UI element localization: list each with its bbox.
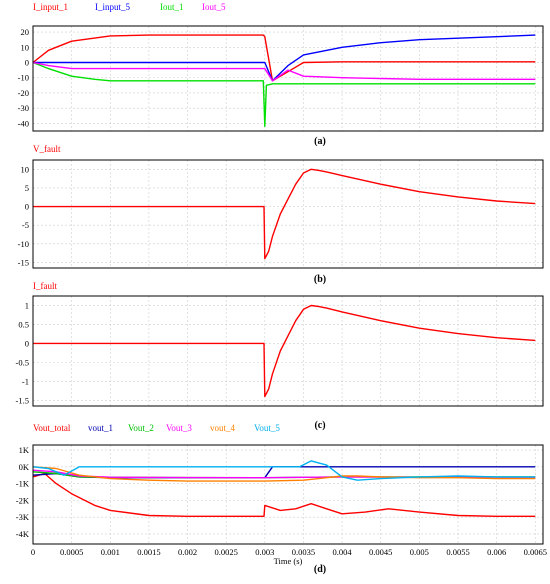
y-tick-label: -20 bbox=[18, 88, 29, 98]
series-line-i-input-5 bbox=[33, 34, 536, 82]
y-tick-label: 10 bbox=[21, 42, 30, 52]
y-tick-label: -5 bbox=[22, 220, 29, 230]
x-tick-label: 0.004 bbox=[333, 547, 353, 557]
y-tick-label: -15 bbox=[18, 257, 29, 267]
chart-panel-3: 1 0.5 0 -0.5 -1 -1.5 I_fault (c) bbox=[16, 281, 544, 431]
series-line-i-input-1 bbox=[32, 34, 536, 82]
x-tick-label: 0.0065 bbox=[524, 547, 547, 557]
plot-frame bbox=[32, 295, 544, 407]
x-tick-label: 0.002 bbox=[178, 547, 197, 557]
legend-entry: I_input_5 bbox=[95, 2, 130, 12]
series-line-iout-5 bbox=[32, 61, 536, 82]
x-tick-label: 0.0015 bbox=[137, 547, 160, 557]
x-tick-label: 0.0005 bbox=[60, 547, 83, 557]
x-tick-label: 0.0025 bbox=[214, 547, 237, 557]
y-tick-label: -0.5 bbox=[16, 357, 29, 367]
x-tick-label: 0.006 bbox=[487, 547, 506, 557]
legend-entry: I_fault bbox=[33, 281, 57, 291]
x-tick-label: 0.003 bbox=[255, 547, 274, 557]
x-tick-label: 0.0035 bbox=[292, 547, 315, 557]
y-tick-label: -1K bbox=[16, 479, 30, 489]
plot-frame bbox=[32, 444, 544, 545]
series-line-vout-4 bbox=[32, 466, 536, 482]
legend-entry: Vout_3 bbox=[166, 423, 192, 433]
panel-caption: (d) bbox=[314, 564, 326, 575]
y-tick-label: 0 bbox=[25, 58, 29, 68]
x-tick-label: 0.001 bbox=[101, 547, 120, 557]
y-tick-label: -10 bbox=[18, 239, 29, 249]
x-tick-label: 0.005 bbox=[410, 547, 429, 557]
y-tick-label: 1K bbox=[19, 445, 30, 455]
legend-entry: Vout_total bbox=[33, 423, 71, 433]
y-tick-label: 0 bbox=[25, 202, 29, 212]
x-tick-label: 0 bbox=[31, 547, 35, 557]
y-tick-label: -1 bbox=[22, 376, 29, 386]
y-tick-label: -4K bbox=[16, 529, 30, 539]
y-tick-label: 0 bbox=[25, 338, 29, 348]
y-tick-label: -1.5 bbox=[16, 395, 29, 405]
x-tick-label: 0.0045 bbox=[369, 547, 392, 557]
legend-entry: I_input_1 bbox=[33, 2, 68, 12]
chart-panel-2: 10 5 0 -5 -10 -15 V_fault (b) bbox=[18, 144, 544, 285]
panel-caption: (a) bbox=[314, 136, 326, 147]
x-axis-label: Time (s) bbox=[274, 556, 303, 566]
plot-frame bbox=[32, 25, 544, 132]
y-tick-label: 0.5 bbox=[18, 319, 29, 329]
panel-caption: (b) bbox=[314, 274, 326, 285]
y-tick-label: 1 bbox=[25, 300, 29, 310]
panel-caption: (c) bbox=[314, 420, 325, 431]
legend-entry: Vout_2 bbox=[128, 423, 154, 433]
legend-entry: Iout_1 bbox=[160, 2, 184, 12]
y-tick-label: -40 bbox=[18, 118, 29, 128]
y-tick-label: 20 bbox=[21, 27, 30, 37]
y-tick-label: -30 bbox=[18, 103, 29, 113]
x-tick-label: 0.0055 bbox=[446, 547, 469, 557]
series-line-i-fault bbox=[33, 304, 536, 398]
chart-panel-1: 20 10 0 -10 -20 -30 -40 I_input_1 I_input_5 Iout_… bbox=[18, 2, 544, 147]
plot-frame bbox=[32, 159, 544, 269]
y-tick-label: -3K bbox=[16, 512, 30, 522]
y-tick-label: 0K bbox=[19, 462, 30, 472]
legend-entry: vout_4 bbox=[210, 423, 236, 433]
chart-panel-4: 1K 0K -1K -2K -3K -4K Vout_total vout_1 Vout_2 Vo… bbox=[16, 423, 547, 575]
series-line-vout-total bbox=[32, 472, 536, 517]
legend-entry: V_fault bbox=[33, 144, 61, 154]
y-tick-label: -10 bbox=[18, 73, 29, 83]
legend-entry: Vout_5 bbox=[254, 423, 280, 433]
legend-entry: Iout_5 bbox=[202, 2, 226, 12]
y-tick-label: 5 bbox=[25, 183, 29, 193]
y-tick-label: 10 bbox=[21, 164, 30, 174]
y-tick-label: -2K bbox=[16, 495, 30, 505]
series-line-vout-5 bbox=[32, 460, 536, 481]
series-line-v-fault bbox=[33, 168, 536, 260]
series-line-iout-1 bbox=[32, 61, 536, 128]
legend-entry: vout_1 bbox=[88, 423, 113, 433]
